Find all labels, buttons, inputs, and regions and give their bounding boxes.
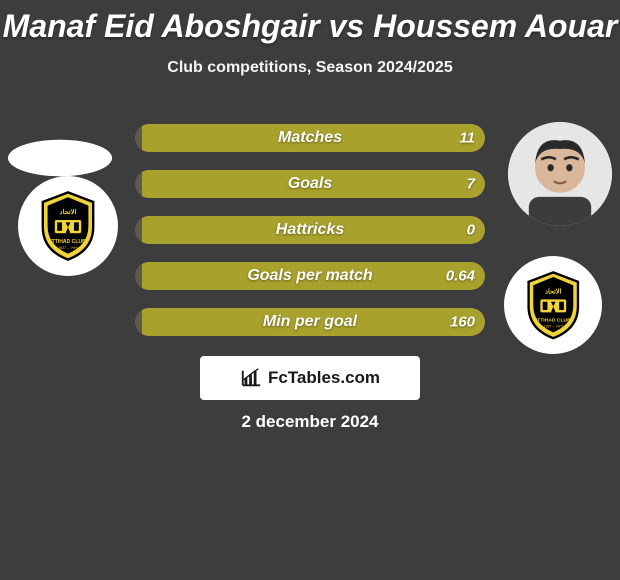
bar-chart-icon [240,367,262,389]
comparison-panel: الاتحاد ITTIHAD CLUB 1927 – ١٩٢٧ الاتحاد… [0,100,620,360]
left-player-avatar [8,140,112,176]
svg-text:ITTIHAD CLUB: ITTIHAD CLUB [536,317,571,323]
stat-label: Goals [288,175,332,193]
right-player-avatar [508,122,612,226]
svg-text:ITTIHAD CLUB: ITTIHAD CLUB [50,239,86,245]
watermark: FcTables.com [200,356,420,400]
club-badge-icon: الاتحاد ITTIHAD CLUB 1927 – ١٩٢٧ [32,190,104,262]
date-label: 2 december 2024 [0,412,620,432]
club-badge-icon: الاتحاد ITTIHAD CLUB 1927 – ١٩٢٧ [518,270,589,341]
stat-label: Hattricks [276,221,344,239]
stat-label: Min per goal [263,313,357,331]
page-title: Manaf Eid Aboshgair vs Houssem Aouar [0,0,620,45]
stat-value-right: 0 [467,222,475,239]
watermark-text: FcTables.com [268,368,380,388]
svg-text:1927 – ١٩٢٧: 1927 – ١٩٢٧ [58,246,79,250]
right-club-badge: الاتحاد ITTIHAD CLUB 1927 – ١٩٢٧ [504,256,602,354]
page-subtitle: Club competitions, Season 2024/2025 [0,59,620,77]
player-avatar-icon [508,122,612,226]
stat-value-right: 7 [467,176,475,193]
stat-value-right: 160 [450,314,475,331]
stat-row: Goals 7 [135,170,485,198]
stat-bars: Matches 11 Goals 7 Hattricks 0 Goals per match… [135,124,485,354]
left-club-badge: الاتحاد ITTIHAD CLUB 1927 – ١٩٢٧ [18,176,118,276]
svg-text:1927 – ١٩٢٧: 1927 – ١٩٢٧ [543,324,563,328]
stat-row: Min per goal 160 [135,308,485,336]
blank-avatar-icon [8,140,112,176]
stat-row: Hattricks 0 [135,216,485,244]
svg-text:الاتحاد: الاتحاد [60,208,77,216]
stat-value-right: 0.64 [446,268,475,285]
stat-value-right: 11 [459,130,475,147]
svg-text:الاتحاد: الاتحاد [545,288,561,295]
stat-label: Goals per match [247,267,372,285]
stat-label: Matches [278,129,342,147]
stat-row: Matches 11 [135,124,485,152]
stat-row: Goals per match 0.64 [135,262,485,290]
